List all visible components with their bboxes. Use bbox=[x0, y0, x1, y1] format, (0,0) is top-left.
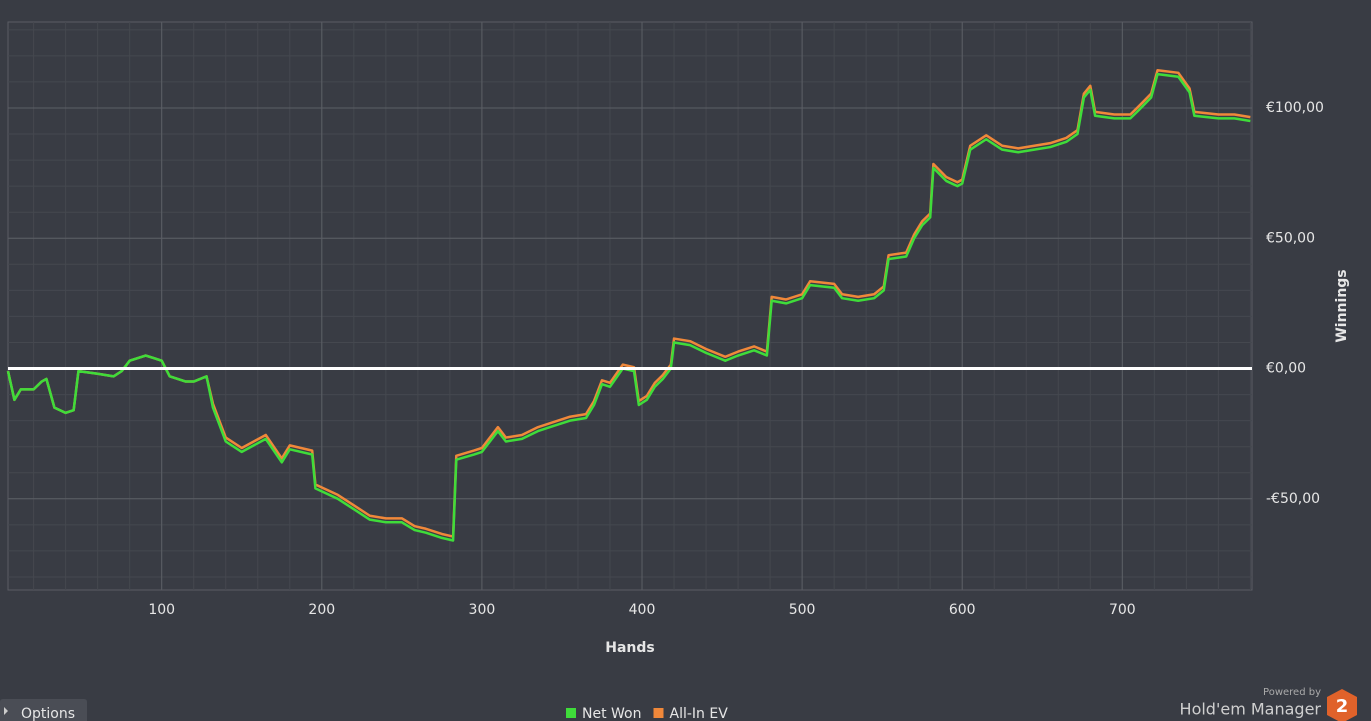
brand-logo: Powered by Hold'em Manager 2 bbox=[1180, 687, 1357, 721]
x-axis-title: Hands bbox=[605, 640, 655, 656]
brand-name: Hold'em Manager bbox=[1180, 700, 1322, 719]
options-label[interactable]: Options bbox=[21, 706, 75, 721]
x-tick-label: 300 bbox=[469, 602, 496, 618]
brand-hex bbox=[1327, 689, 1357, 721]
y-tick-label: €0,00 bbox=[1266, 361, 1306, 377]
y-tick-label: €50,00 bbox=[1266, 230, 1315, 246]
y-tick-label: -€50,00 bbox=[1266, 491, 1320, 507]
x-tick-label: 100 bbox=[148, 602, 175, 618]
x-tick-label: 700 bbox=[1109, 602, 1136, 618]
lines bbox=[6, 68, 1252, 542]
y-axis-title: Winnings bbox=[1334, 269, 1350, 342]
labels: 100 200 300 400 500 600 700 -€50,00 €0,00 €50,00 €… bbox=[148, 100, 1324, 618]
legend-swatch bbox=[653, 708, 664, 718]
y-tick-label: €100,00 bbox=[1266, 100, 1324, 116]
legend: Net Won All-In EV bbox=[566, 706, 728, 721]
brand-badge: 2 bbox=[1336, 696, 1349, 717]
options-arrow bbox=[4, 707, 8, 715]
options-button[interactable]: Options bbox=[0, 699, 87, 721]
x-tick-label: 600 bbox=[949, 602, 976, 618]
x-tick-label: 500 bbox=[789, 602, 816, 618]
legend-label: All-In EV bbox=[670, 706, 729, 721]
legend-swatch bbox=[566, 708, 576, 718]
x-tick-label: 400 bbox=[629, 602, 656, 618]
plot-area bbox=[7, 21, 1253, 591]
options-tab bbox=[0, 699, 87, 721]
legend-label: Net Won bbox=[582, 706, 642, 721]
x-tick-label: 200 bbox=[308, 602, 335, 618]
series-line bbox=[6, 72, 1251, 542]
powered-by: Powered by bbox=[1263, 687, 1321, 698]
grid bbox=[8, 22, 1252, 590]
